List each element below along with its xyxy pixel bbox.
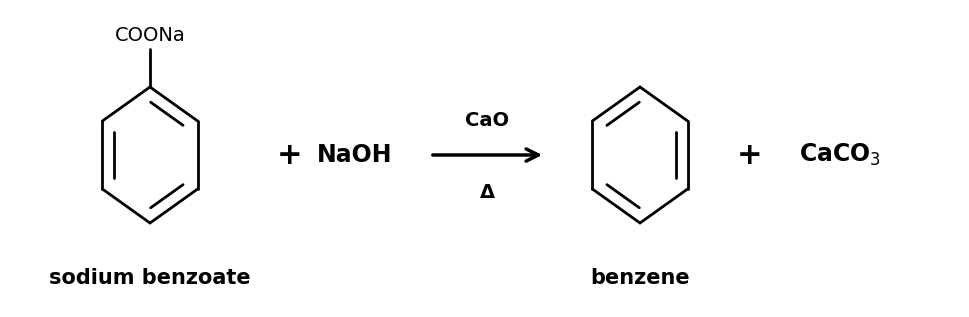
Text: +: + (277, 140, 302, 170)
Text: +: + (736, 140, 762, 170)
Text: COONa: COONa (114, 26, 185, 45)
Text: CaO: CaO (464, 111, 509, 130)
Text: Δ: Δ (479, 183, 494, 202)
Text: benzene: benzene (589, 268, 689, 288)
Text: sodium benzoate: sodium benzoate (49, 268, 251, 288)
Text: NaOH: NaOH (317, 143, 392, 167)
Text: CaCO$_3$: CaCO$_3$ (798, 142, 880, 168)
